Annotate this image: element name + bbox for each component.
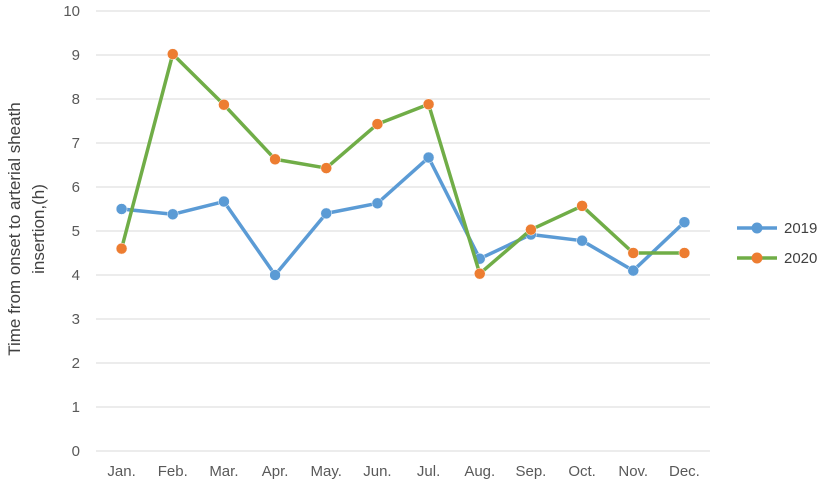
x-tick-label: Dec.: [669, 463, 700, 480]
x-tick-label: Jan.: [107, 463, 135, 480]
y-tick-label: 7: [72, 135, 80, 152]
x-tick-label: Sep.: [515, 463, 546, 480]
y-tick-label: 9: [72, 47, 80, 64]
x-tick-label: Oct.: [568, 463, 596, 480]
data-point-2020-Aug.: [474, 267, 486, 280]
x-tick-label: Jun.: [363, 463, 391, 480]
data-point-2019-Feb.: [167, 208, 179, 221]
data-point-2020-Oct.: [576, 200, 588, 212]
data-point-2019-May.: [320, 207, 332, 220]
y-tick-label: 10: [63, 3, 80, 20]
legend: 2019 2020: [737, 220, 817, 267]
legend-marker-2019: [751, 222, 763, 234]
y-axis-label-line1: Time from onset to arterial sheath: [5, 102, 24, 356]
series-2019: [115, 151, 691, 281]
data-point-2020-Nov.: [627, 247, 639, 259]
legend-label-2019: 2019: [784, 220, 817, 237]
data-point-2020-Jan.: [115, 242, 128, 255]
y-tick-label: 8: [72, 91, 80, 108]
data-point-2019-Jun.: [371, 197, 384, 210]
y-tick-label: 2: [72, 355, 80, 372]
series-line-2019: [119, 155, 687, 277]
x-tick-label: May.: [311, 463, 342, 480]
data-point-2020-Dec.: [678, 247, 691, 259]
legend-item-2020: 2020: [737, 250, 817, 267]
x-axis-ticks: Jan. Feb. Mar. Apr. May. Jun. Jul. Aug. Sep. Oct.…: [107, 463, 699, 480]
y-tick-label: 1: [72, 399, 80, 416]
legend-label-2020: 2020: [784, 250, 817, 267]
y-axis-ticks: 0 1 2 3 4 5 6 7 8 9 10: [63, 3, 80, 460]
y-tick-label: 5: [72, 223, 80, 240]
y-axis-label-line2: insertion,(h): [29, 184, 48, 274]
data-point-2019-Apr.: [269, 269, 281, 281]
x-tick-label: Aug.: [464, 463, 495, 480]
data-point-2020-May.: [320, 162, 332, 174]
data-point-2019-Mar.: [218, 195, 230, 208]
series-2020: [115, 48, 691, 280]
data-point-2020-Jun.: [371, 118, 384, 130]
data-point-2019-Jan.: [115, 203, 128, 215]
grid-lines: [96, 10, 710, 452]
data-point-2020-Sep.: [525, 223, 537, 236]
x-tick-label: Nov.: [618, 463, 648, 480]
y-tick-label: 0: [72, 443, 80, 460]
data-point-2019-Oct.: [576, 234, 588, 247]
legend-marker-2020: [751, 252, 763, 264]
data-point-2019-Nov.: [627, 264, 639, 277]
series-line-2020: [119, 52, 687, 276]
y-tick-label: 4: [72, 267, 80, 284]
series-group: [115, 48, 691, 281]
x-tick-label: Mar.: [209, 463, 238, 480]
data-point-2020-Jul.: [422, 98, 435, 111]
y-tick-label: 6: [72, 179, 80, 196]
x-tick-label: Jul.: [417, 463, 440, 480]
x-tick-label: Apr.: [262, 463, 289, 480]
data-point-2020-Feb.: [167, 48, 179, 60]
data-point-2020-Apr.: [269, 153, 281, 166]
legend-item-2019: 2019: [737, 220, 817, 237]
x-tick-label: Feb.: [158, 463, 188, 480]
data-point-2019-Dec.: [678, 216, 691, 228]
y-tick-label: 3: [72, 311, 80, 328]
data-point-2019-Jul.: [422, 151, 435, 164]
data-point-2020-Mar.: [218, 98, 230, 111]
